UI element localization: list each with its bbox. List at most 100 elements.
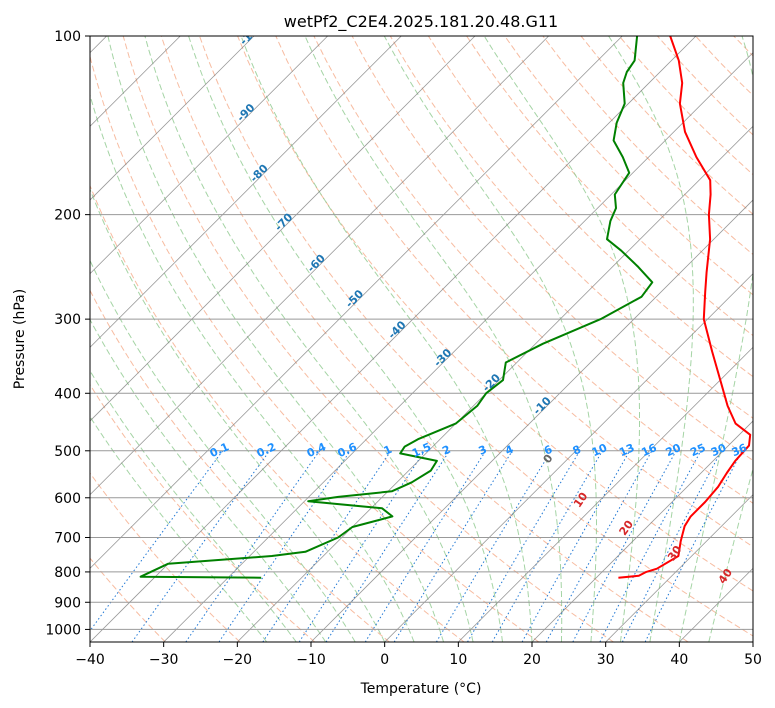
moist-adiabat (608, 36, 694, 642)
mixing-ratio-label: 0.6 (336, 440, 359, 460)
mixing-ratio-line (545, 450, 653, 642)
y-tick-label: 200 (54, 208, 81, 224)
moist-adiabat (483, 36, 640, 642)
isotherm (237, 125, 753, 642)
moist-adiabat-label: 20 (617, 518, 637, 538)
x-tick-label: 30 (597, 652, 615, 668)
chart-title: wetPf2_C2E4.2025.181.20.48.G11 (284, 12, 558, 32)
y-tick-label: 100 (54, 29, 81, 45)
mixing-ratio-line (521, 450, 631, 642)
moist-adiabats (90, 36, 753, 642)
moist-adiabat (90, 415, 268, 642)
moist-adiabat (708, 466, 753, 642)
moist-adiabat (304, 36, 563, 642)
isotherm (90, 36, 697, 642)
dry-adiabat (275, 36, 753, 548)
moist-adiabat (144, 36, 474, 642)
dry-adiabat-label: -70 (272, 210, 295, 233)
mixing-ratio-line (599, 450, 702, 642)
mixing-ratio-label: 4 (503, 443, 516, 458)
dry-adiabat-label: -20 (480, 371, 503, 394)
dry-adiabat (90, 557, 166, 642)
moist-adiabat (90, 259, 356, 642)
dry-adiabat (313, 36, 753, 504)
dry-adiabat-label: -100 (237, 19, 266, 48)
isotherm (90, 36, 255, 201)
y-tick-label: 400 (54, 386, 81, 402)
dry-adiabats (90, 36, 753, 642)
y-axis-label: Pressure (hPa) (12, 289, 28, 389)
mixing-ratio-label: 8 (571, 443, 583, 458)
dry-adiabat (351, 36, 753, 462)
mixing-ratio-label: 0.1 (208, 440, 231, 460)
isotherm (384, 273, 753, 642)
isotherm (90, 36, 549, 496)
mixing-ratio-label: 1 (382, 443, 394, 458)
x-tick-label: −20 (223, 652, 253, 668)
temperature-profile (618, 36, 752, 579)
x-tick-label: 10 (449, 652, 467, 668)
mixing-ratio-label: 13 (617, 441, 636, 459)
isotherm (458, 346, 753, 642)
dry-adiabat (122, 36, 614, 642)
dry-adiabat (466, 36, 753, 337)
mixing-ratio-line (185, 450, 321, 642)
dry-adiabat-label: -90 (234, 101, 257, 124)
moist-adiabat (240, 36, 533, 642)
mixing-ratio-label: 30 (709, 441, 729, 459)
isotherm (531, 420, 753, 642)
mixing-ratio-line (364, 450, 487, 642)
isobars (90, 36, 753, 630)
moist-adiabat (90, 369, 297, 642)
x-tick-label: 0 (380, 652, 389, 668)
plot-frame (89, 35, 754, 643)
dry-adiabat-label: -10 (531, 394, 554, 417)
dry-adiabat (504, 36, 753, 296)
dry-adiabat-label: -40 (385, 318, 408, 341)
mixing-ratio-lines (90, 450, 743, 642)
moist-adiabat-label: 10 (571, 490, 591, 510)
dry-adiabat (237, 36, 753, 592)
x-axis: −40 −30 −20 −10 0 10 20 30 40 50 (75, 642, 762, 668)
isotherm (90, 36, 476, 422)
isotherm (752, 641, 753, 642)
moist-adiabat (188, 36, 503, 642)
dry-adiabat (733, 36, 753, 57)
isotherms (90, 36, 753, 642)
y-tick-label: 700 (54, 531, 81, 547)
mixing-ratio-label: 25 (688, 441, 707, 459)
isotherm (679, 567, 753, 642)
dry-adiabat (427, 36, 753, 378)
y-tick-label: 300 (54, 312, 81, 328)
mixing-ratio-line (644, 450, 743, 642)
dry-adiabat (389, 36, 753, 419)
dry-adiabat (90, 472, 241, 642)
moist-adiabat (107, 36, 445, 642)
x-tick-label: −10 (296, 652, 326, 668)
dry-adiabat (695, 36, 753, 97)
mixing-ratio-line (467, 450, 581, 642)
x-axis-label: Temperature (°C) (360, 681, 482, 697)
x-tick-label: −40 (75, 652, 105, 668)
y-tick-label: 600 (54, 491, 81, 507)
mixing-ratio-line (131, 450, 271, 642)
mixing-ratio-line (262, 450, 392, 642)
y-tick-label: 1000 (45, 622, 81, 638)
moist-adiabat (383, 36, 597, 642)
isotherm (163, 52, 753, 642)
mixing-ratio-line (325, 450, 451, 642)
isotherm (90, 36, 402, 348)
isotherm (90, 36, 623, 569)
background-line-labels: 0.1 0.2 0.4 0.6 1 1.5 2 3 4 6 8 10 13 16 20 25 30 36-100-… (208, 19, 750, 586)
dewpoint-profile (139, 36, 654, 579)
isotherm (310, 199, 753, 642)
dry-adiabat (90, 383, 316, 642)
dry-adiabat-label: -30 (431, 346, 454, 369)
moist-adiabat-label: 30 (665, 543, 685, 563)
y-tick-label: 800 (54, 565, 81, 581)
dry-adiabat (90, 54, 540, 642)
mixing-ratio-line (90, 450, 224, 632)
x-tick-label: 50 (744, 652, 762, 668)
y-axis: 100 200 300 400 500 600 700 800 900 1000 (45, 29, 90, 638)
